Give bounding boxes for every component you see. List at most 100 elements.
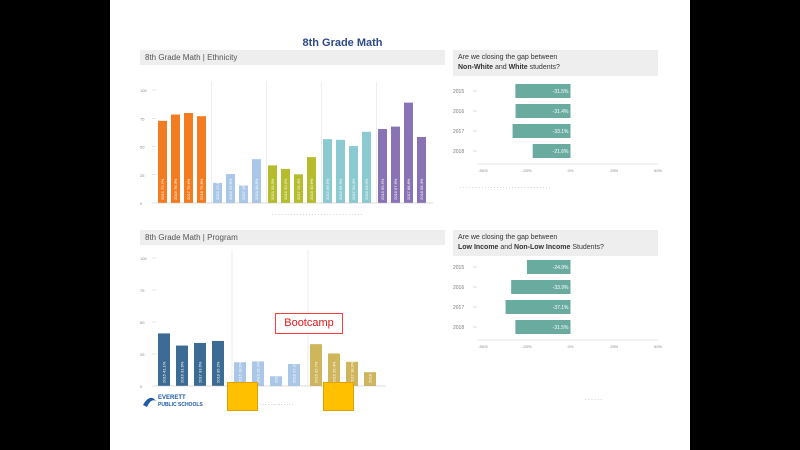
footer-note: · ·· · ··· ··· · ·· · bbox=[260, 402, 294, 408]
bar-label: 2015 41.1% bbox=[162, 361, 167, 383]
category-label: 2017 bbox=[453, 129, 464, 135]
bar-label: 2015 56.5% bbox=[325, 178, 330, 200]
bar-label: 2018 17.2% bbox=[292, 361, 297, 383]
x-tick-label: -25% bbox=[522, 344, 532, 349]
bar-label: 2016 67.6% bbox=[393, 178, 398, 200]
category-label: 2018 bbox=[453, 325, 464, 331]
ethnicity-chart-title: 8th Grade Math | Ethnicity bbox=[140, 50, 445, 65]
bar-label: 2018 63.0% bbox=[364, 178, 369, 200]
y-tick-label: 50 bbox=[140, 145, 145, 150]
bar bbox=[176, 345, 188, 386]
bar bbox=[323, 139, 332, 203]
bar bbox=[336, 139, 345, 203]
y-tick-label: 75 bbox=[140, 116, 145, 121]
gap-value-label: -24.9% bbox=[553, 265, 569, 271]
y-tick-label: 0 bbox=[140, 201, 143, 206]
bar bbox=[362, 131, 371, 203]
gap-title-line1: Are we closing the gap between bbox=[458, 54, 558, 61]
y-tick-label: 25 bbox=[140, 352, 145, 357]
everett-logo: EVERETT PUBLIC SCHOOLS bbox=[140, 391, 210, 411]
program-chart-title: 8th Grade Math | Program bbox=[140, 230, 445, 245]
x-tick-label: -25% bbox=[522, 168, 532, 173]
x-tick-label: 50% bbox=[654, 344, 662, 349]
bar bbox=[212, 340, 224, 386]
bar bbox=[158, 333, 170, 386]
gap-conj: and bbox=[493, 64, 509, 71]
y-tick-label: 100 bbox=[140, 256, 147, 261]
footer-right-note: · · · · · · bbox=[585, 397, 602, 403]
x-tick-label: 0% bbox=[568, 344, 574, 349]
bar bbox=[213, 182, 222, 203]
gap-title-line2: Low Income and Non-Low Income Students? bbox=[458, 243, 653, 253]
bar bbox=[197, 116, 206, 203]
x-tick-label: 0% bbox=[568, 168, 574, 173]
x-tick-label: -50% bbox=[478, 168, 488, 173]
bar bbox=[328, 353, 340, 386]
bar-label: 2016 30.2% bbox=[283, 178, 288, 200]
bar-label: 2016 19.2% bbox=[256, 361, 261, 383]
bar-label: 2017 25.4% bbox=[296, 178, 301, 200]
bar bbox=[268, 165, 277, 203]
bar-label: 2015 32.7% bbox=[314, 361, 319, 383]
bar-label: 2015 65.5% bbox=[380, 178, 385, 200]
bar bbox=[307, 157, 316, 203]
bar bbox=[391, 126, 400, 203]
bar-label: 2018 58.4% bbox=[419, 178, 424, 200]
bar-label: 2017 15.4% bbox=[241, 178, 246, 200]
bar-label: 2018 76.8% bbox=[199, 178, 204, 200]
gap-bar bbox=[511, 280, 571, 294]
bar bbox=[294, 174, 303, 203]
bootcamp-label: Bootcamp bbox=[275, 313, 343, 334]
bar-label: 2017 7.6% bbox=[274, 363, 279, 383]
bar-label: 2016 55.9% bbox=[338, 178, 343, 200]
gap-group-b: White bbox=[508, 64, 528, 71]
gap-value-label: -21.6% bbox=[553, 149, 569, 155]
y-tick-label: 75 bbox=[140, 288, 145, 293]
gap-value-label: -31.5% bbox=[553, 325, 569, 331]
bar-label: 2018 10.8% bbox=[368, 361, 373, 383]
category-label: 2015 bbox=[453, 265, 464, 271]
bar-label: 2017 18.9% bbox=[350, 361, 355, 383]
bar bbox=[194, 342, 206, 386]
bar bbox=[349, 146, 358, 203]
bar bbox=[184, 113, 193, 203]
page-title: 8th Grade Math bbox=[302, 37, 383, 49]
category-label: 2015 bbox=[453, 89, 464, 95]
gap-bar bbox=[505, 300, 571, 314]
bar-label: 2017 33.6% bbox=[198, 361, 203, 383]
bar-label: 2017 79.6% bbox=[186, 178, 191, 200]
gap-footnote: · · · · · · · · · · · · · · · · · · · · … bbox=[460, 185, 551, 191]
x-tick-label: 25% bbox=[610, 344, 618, 349]
gap-bar bbox=[532, 144, 571, 158]
gap-chart-1-title: Are we closing the gap between Non-White… bbox=[453, 50, 658, 76]
bar-label: 2016 31.6% bbox=[180, 361, 185, 383]
bar bbox=[310, 344, 322, 386]
bar bbox=[364, 372, 376, 386]
gap-suffix: students? bbox=[527, 64, 560, 71]
gap-bar bbox=[515, 84, 571, 98]
gap-bar bbox=[515, 320, 571, 334]
x-tick-label: -50% bbox=[478, 344, 488, 349]
x-tick-label: 25% bbox=[610, 168, 618, 173]
gap-value-label: -37.1% bbox=[553, 305, 569, 311]
logo-text-1: EVERETT bbox=[158, 395, 186, 401]
bar bbox=[270, 376, 282, 386]
highlight-square-2 bbox=[323, 382, 354, 411]
gap-value-label: -33.1% bbox=[553, 129, 569, 135]
bar bbox=[378, 128, 387, 203]
bar-label: 2015 17.8% bbox=[215, 178, 220, 200]
bar-label: 2017 50.4% bbox=[351, 178, 356, 200]
gap-suffix: Students? bbox=[570, 244, 604, 251]
program-chart: 100 75 50 25 0 2015 41.1% 2016 31.6% 2017 33.6%… bbox=[140, 250, 386, 389]
gap-bar bbox=[512, 124, 571, 138]
y-tick-label: 0 bbox=[140, 384, 143, 389]
gap-conj: and bbox=[498, 244, 515, 251]
highlight-square-1 bbox=[227, 382, 258, 411]
bar bbox=[158, 120, 167, 203]
gap-group-a: Low Income bbox=[458, 244, 499, 251]
bar bbox=[226, 174, 235, 203]
bar-label: 2018 40.6% bbox=[309, 178, 314, 200]
bar bbox=[234, 362, 246, 386]
logo-text-2: PUBLIC SCHOOLS bbox=[158, 402, 203, 408]
gap-chart-2: 2015 -24.9% 2016 -33.9% 2017 -37.1% 2018 -31.5%… bbox=[453, 260, 662, 349]
